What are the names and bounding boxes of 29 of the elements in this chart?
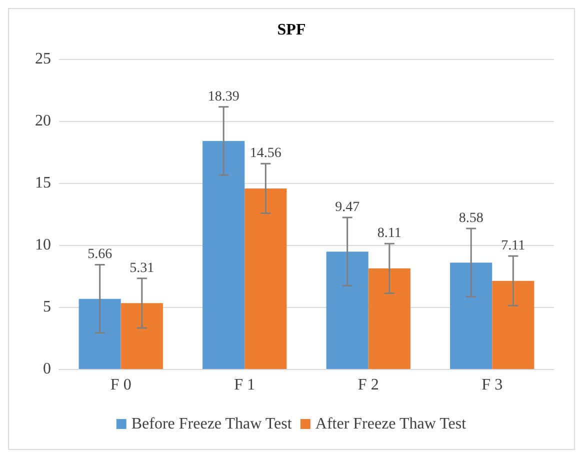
bar [326, 252, 368, 369]
x-tick-label: F 1 [234, 376, 256, 394]
bar [368, 268, 410, 369]
data-label: 5.66 [88, 247, 112, 262]
data-label: 14.56 [250, 146, 282, 162]
bar [120, 303, 163, 369]
y-tick-label: 25 [35, 50, 51, 68]
chart-title: SPF [277, 22, 306, 38]
bar [244, 188, 287, 369]
y-tick-label: 15 [35, 174, 51, 192]
legend-label: After Freeze Thaw Test [315, 416, 467, 432]
y-tick-label: 0 [43, 360, 51, 378]
y-tick-label: 5 [43, 298, 51, 316]
data-label: 5.31 [130, 260, 154, 276]
data-label: 18.39 [208, 89, 240, 104]
x-tick-label: F 3 [482, 376, 503, 394]
bar [492, 280, 534, 369]
x-tick-label: F 2 [358, 376, 379, 394]
legend-label: Before Freeze Thaw Test [131, 416, 292, 432]
data-label: 8.58 [458, 211, 484, 226]
data-label: 7.11 [501, 238, 526, 254]
x-tick-label: F 0 [110, 376, 132, 394]
bar [202, 140, 245, 369]
y-tick-label: 20 [35, 112, 51, 130]
y-tick-label: 10 [35, 236, 51, 254]
bar [450, 262, 492, 369]
data-label: 8.11 [377, 226, 402, 242]
bar [78, 298, 121, 369]
data-label: 9.47 [335, 200, 360, 215]
